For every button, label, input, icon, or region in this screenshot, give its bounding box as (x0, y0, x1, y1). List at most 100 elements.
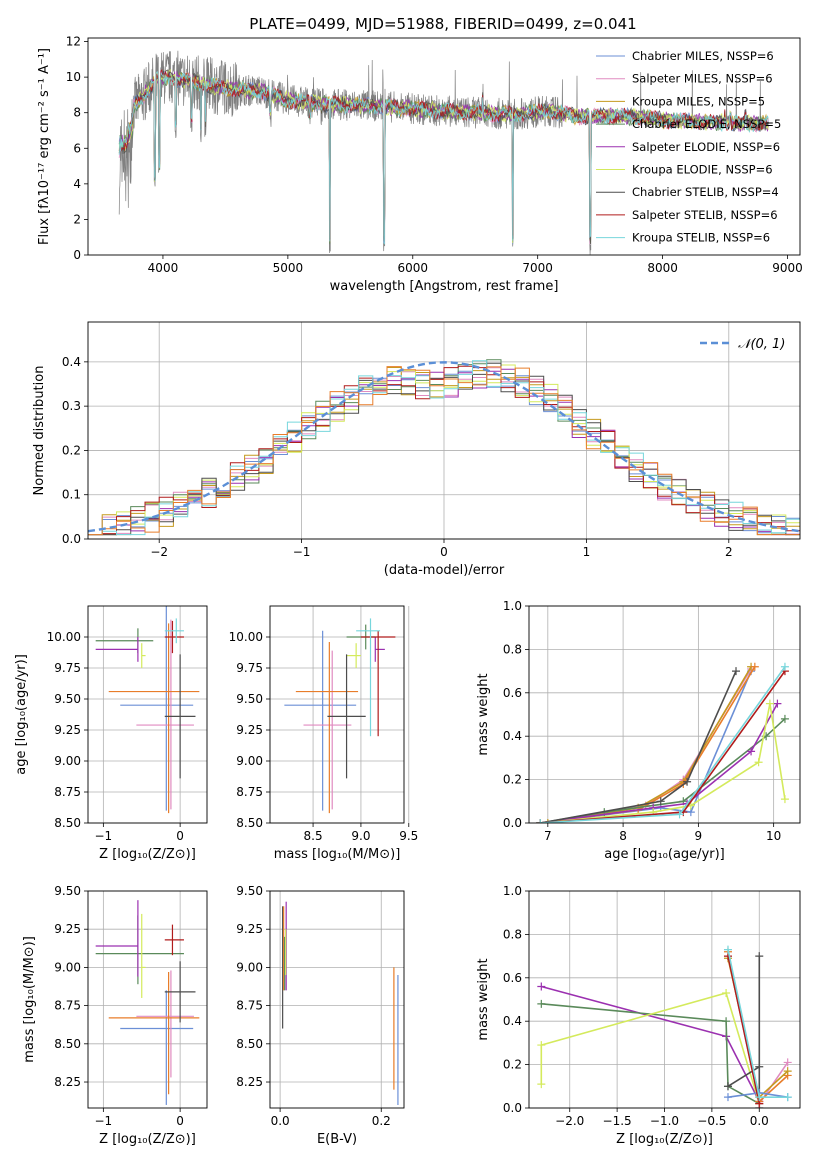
series-line (540, 666, 756, 823)
series-marker (783, 1067, 792, 1076)
x-axis-label: age [log₁₀(age/yr)] (604, 847, 725, 862)
x-tick-label: −0.5 (697, 1114, 726, 1128)
axes-frame (87, 37, 801, 256)
y-tick-label: 0 (73, 248, 81, 262)
y-axis-label: mass weight (476, 673, 491, 755)
ticks: −2.0 −1.5 −1.0 −0.5 0.0 0.0 0.2 0.4 0.6 0.8 1.0 (503, 884, 769, 1128)
x-tick-label: 6000 (397, 261, 428, 275)
data-point (141, 643, 146, 668)
y-tick-label: 9.00 (54, 960, 81, 974)
mass-vs-ebv-panel: 0.0 0.2 8.25 8.50 8.75 9.00 9.25 9.50 E(B-V) (236, 884, 405, 1147)
y-tick-label: 0.6 (503, 686, 522, 700)
x-tick-label: 0 (176, 829, 184, 843)
series-marker (747, 747, 756, 756)
plot-area (88, 359, 800, 536)
y-tick-label: 0.8 (503, 642, 522, 656)
data-point (164, 961, 196, 1023)
series-line (547, 666, 752, 823)
data-point (95, 637, 139, 662)
series-line (540, 670, 752, 823)
data-point (108, 623, 200, 814)
data-point (136, 619, 194, 810)
data-point (374, 637, 385, 662)
series-kroupa-stelib (536, 662, 789, 823)
ticks: 8.5 9.0 9.5 8.50 8.75 9.00 9.25 9.50 9.75 10.00 (229, 630, 419, 843)
x-axis-label: Z [log₁₀(Z/Z⊙)] (99, 1132, 196, 1147)
x-tick-label: 7 (544, 829, 552, 843)
axes-frame (87, 605, 208, 824)
series-marker (722, 988, 731, 997)
data-point (164, 618, 184, 644)
series-marker (536, 819, 545, 823)
x-axis-label: wavelength [Angstrom, rest frame] (330, 279, 559, 294)
y-tick-label: 0.2 (503, 773, 522, 787)
data-point (295, 641, 359, 814)
plot-area (282, 901, 399, 1105)
y-tick-label: 1.0 (503, 599, 522, 613)
x-tick-label: −1 (95, 829, 113, 843)
ticks: 7 8 9 10 0.0 0.2 0.4 0.6 0.8 1.0 (503, 599, 781, 843)
x-tick-label: 8 (619, 829, 627, 843)
y-tick-label: 9.00 (236, 960, 263, 974)
x-tick-label: −1 (293, 545, 311, 559)
series-marker (755, 952, 764, 961)
plot-area (95, 900, 200, 1105)
data-point (284, 630, 357, 811)
data-point (108, 971, 200, 1095)
x-tick-label: 7000 (522, 261, 553, 275)
x-tick-label: 9 (695, 829, 703, 843)
y-tick-label: 9.00 (236, 754, 263, 768)
x-tick-label: 9.0 (351, 829, 370, 843)
legend-label-chabrier-miles: Chabrier MILES, NSSP=6 (632, 49, 774, 63)
y-tick-label: 10 (66, 70, 81, 84)
ticks: −1 0 8.25 8.50 8.75 9.00 9.25 9.50 (54, 884, 184, 1128)
legend-label-chabrier-stelib: Chabrier STELIB, NSSP=4 (632, 185, 779, 199)
y-tick-label: 0.4 (62, 355, 81, 369)
x-tick-label: 9000 (772, 261, 803, 275)
data-point (164, 654, 196, 779)
spectrum-panel: 4000 5000 6000 7000 8000 9000 0 2 4 6 8 10 12 wavelen… (37, 35, 803, 294)
residuals-panel: −2 −1 0 1 2 0.0 0.1 0.2 0.3 0.4 (data-model)/error… (32, 321, 801, 578)
ticks: 4000 5000 6000 7000 8000 9000 0 2 4 6 8 10 12 (66, 35, 803, 275)
y-tick-label: 9.75 (236, 661, 263, 675)
y-tick-label: 0.0 (62, 532, 81, 546)
x-axis-label: (data-model)/error (384, 563, 505, 578)
y-tick-label: 0.4 (503, 729, 522, 743)
y-tick-label: 1.0 (503, 884, 522, 898)
legend-label-kroupa-stelib: Kroupa STELIB, NSSP=6 (632, 231, 770, 245)
x-tick-label: 8000 (647, 261, 678, 275)
series-marker (755, 1062, 764, 1071)
series-marker (765, 699, 774, 708)
series-marker (780, 662, 789, 671)
y-tick-label: 6 (73, 141, 81, 155)
x-tick-label: 2 (725, 545, 733, 559)
y-axis-label: Normed distribution (32, 366, 47, 496)
y-tick-label: 8.25 (236, 1075, 263, 1089)
ticks: 0.0 0.2 8.25 8.50 8.75 9.00 9.25 9.50 (236, 884, 391, 1128)
age-vs-metallicity-panel: −1 0 8.50 8.75 9.00 9.25 9.50 9.75 10.00 Z [log₁₀… (14, 605, 208, 862)
y-tick-label: 8.75 (54, 785, 81, 799)
series-kroupa-stelib (723, 945, 792, 1102)
y-tick-label: 0.2 (503, 1058, 522, 1072)
plot-area (118, 50, 770, 255)
y-tick-label: 8 (73, 106, 81, 120)
x-tick-label: 0.0 (271, 1114, 290, 1128)
series-marker (755, 1093, 764, 1102)
y-tick-label: 9.75 (54, 661, 81, 675)
x-tick-label: 4000 (148, 261, 179, 275)
x-tick-label: 5000 (273, 261, 304, 275)
y-tick-label: 9.50 (54, 692, 81, 706)
series-marker (723, 1082, 732, 1091)
ticks: −2 −1 0 1 2 0.0 0.1 0.2 0.3 0.4 (62, 355, 733, 559)
series-line (540, 992, 761, 1104)
model-spectrum-kroupa-stelib (118, 71, 769, 245)
y-tick-label: 0.0 (503, 816, 522, 830)
x-axis-label: Z [log₁₀(Z/Z⊙)] (99, 847, 196, 862)
series-marker (537, 1080, 546, 1089)
series-marker (750, 662, 759, 671)
axes-frame (528, 605, 801, 824)
data-point (346, 643, 361, 668)
x-tick-label: 10 (766, 829, 781, 843)
data-point (95, 900, 139, 977)
